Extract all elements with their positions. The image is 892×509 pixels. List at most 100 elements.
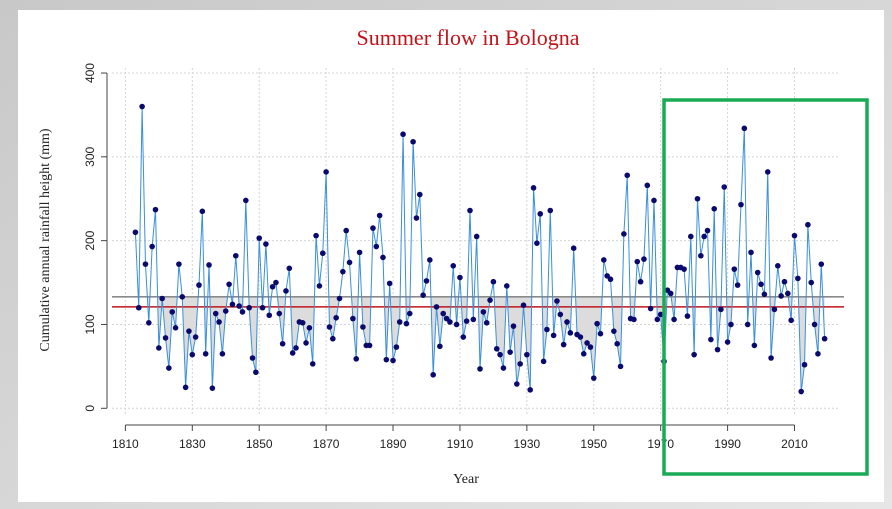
point [350, 315, 356, 322]
y-tick-label: 400 [83, 63, 97, 83]
point [293, 345, 299, 351]
point [249, 355, 256, 361]
point [768, 355, 774, 361]
point [169, 309, 176, 315]
point [821, 335, 828, 342]
point [758, 281, 764, 288]
point [564, 319, 570, 325]
point [614, 340, 620, 347]
point [360, 324, 366, 330]
point [132, 229, 139, 236]
point [196, 282, 202, 288]
point [323, 169, 329, 175]
point [617, 363, 624, 370]
point [269, 283, 276, 290]
point [594, 320, 600, 327]
chart-title: Summer flow in Bologna [356, 25, 579, 50]
point [463, 318, 470, 324]
point [450, 263, 457, 269]
point [166, 365, 172, 371]
point [437, 343, 443, 350]
point [738, 201, 744, 208]
point [162, 335, 169, 341]
point [667, 290, 674, 297]
point [146, 320, 152, 326]
point [406, 310, 413, 317]
point [557, 311, 564, 318]
point [299, 320, 306, 326]
point [524, 351, 530, 358]
x-tick-label: 1850 [246, 437, 273, 451]
point [199, 208, 206, 215]
point [621, 231, 627, 237]
below-area [135, 296, 825, 392]
point [413, 215, 420, 221]
point [206, 262, 212, 268]
point [232, 252, 239, 259]
x-tick-label: 1990 [714, 437, 741, 451]
point [179, 294, 186, 300]
point [788, 317, 794, 324]
point [811, 321, 818, 328]
point [470, 316, 477, 323]
point [631, 316, 637, 323]
point [731, 266, 738, 272]
point [734, 282, 741, 288]
point [433, 304, 440, 310]
point [457, 274, 463, 281]
point [580, 351, 587, 357]
point [550, 332, 557, 339]
point [226, 281, 232, 288]
point [808, 279, 815, 286]
point [805, 221, 811, 228]
point [182, 384, 189, 391]
point [570, 245, 577, 252]
point [266, 312, 273, 319]
point [340, 268, 346, 275]
highlight-box [662, 98, 869, 476]
point [624, 172, 631, 179]
point [393, 344, 400, 350]
point [142, 261, 149, 267]
point [346, 259, 353, 266]
point [366, 342, 373, 349]
point [818, 261, 825, 267]
point [353, 356, 360, 362]
y-tick-label: 0 [83, 405, 97, 412]
y-axis-label: Cumulative annual rainfall height (mm) [38, 128, 53, 351]
point [647, 305, 654, 312]
y-tick-label: 100 [83, 314, 97, 334]
point [286, 265, 293, 272]
point [815, 351, 821, 357]
point [189, 351, 196, 358]
y-tick-label: 200 [83, 230, 97, 250]
point [309, 361, 316, 367]
point [500, 365, 507, 371]
x-tick-label: 1870 [313, 437, 340, 451]
point [313, 232, 319, 239]
point [487, 297, 493, 303]
point [644, 182, 651, 189]
point [657, 311, 664, 318]
point [587, 344, 594, 350]
point [510, 323, 517, 329]
point [229, 301, 236, 308]
point [507, 349, 513, 355]
point [333, 314, 339, 321]
point [601, 257, 607, 263]
point [316, 283, 323, 289]
point [718, 306, 724, 313]
point [687, 233, 694, 240]
point [410, 138, 416, 145]
point [156, 345, 162, 351]
point [651, 197, 657, 204]
point [289, 350, 296, 356]
point [149, 243, 155, 250]
point [708, 336, 714, 343]
point [172, 325, 179, 331]
point [537, 211, 544, 217]
x-tick-label: 1950 [580, 437, 607, 451]
point [343, 227, 349, 234]
point [423, 278, 430, 284]
